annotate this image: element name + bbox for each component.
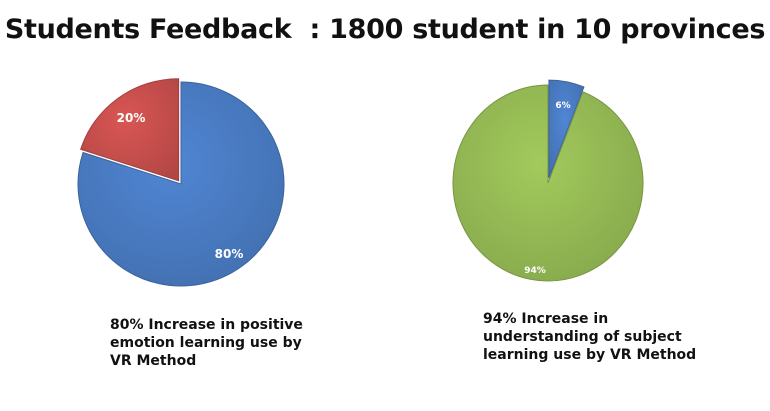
pie-1-slice-2	[80, 78, 180, 182]
page-title: Students Feedback : 1800 student in 10 p…	[4, 14, 766, 45]
chart-1-caption: 80% Increase in positive emotion learnin…	[110, 317, 303, 369]
pie-chart-1: 80% 20%	[77, 78, 285, 287]
pie-1-slice-1	[77, 81, 285, 287]
pie-2-slice-2	[452, 84, 644, 282]
pie-1-label-1: 80%	[215, 247, 244, 261]
pie-2-label-2: 94%	[524, 266, 546, 276]
pie-2-slice-1	[548, 79, 585, 179]
pie-1-label-2: 20%	[117, 111, 146, 125]
pie-chart-2: 6% 94%	[452, 79, 644, 282]
pie-2-label-1: 6%	[555, 101, 570, 111]
chart-2-caption: 94% Increase in understanding of subject…	[483, 311, 697, 363]
